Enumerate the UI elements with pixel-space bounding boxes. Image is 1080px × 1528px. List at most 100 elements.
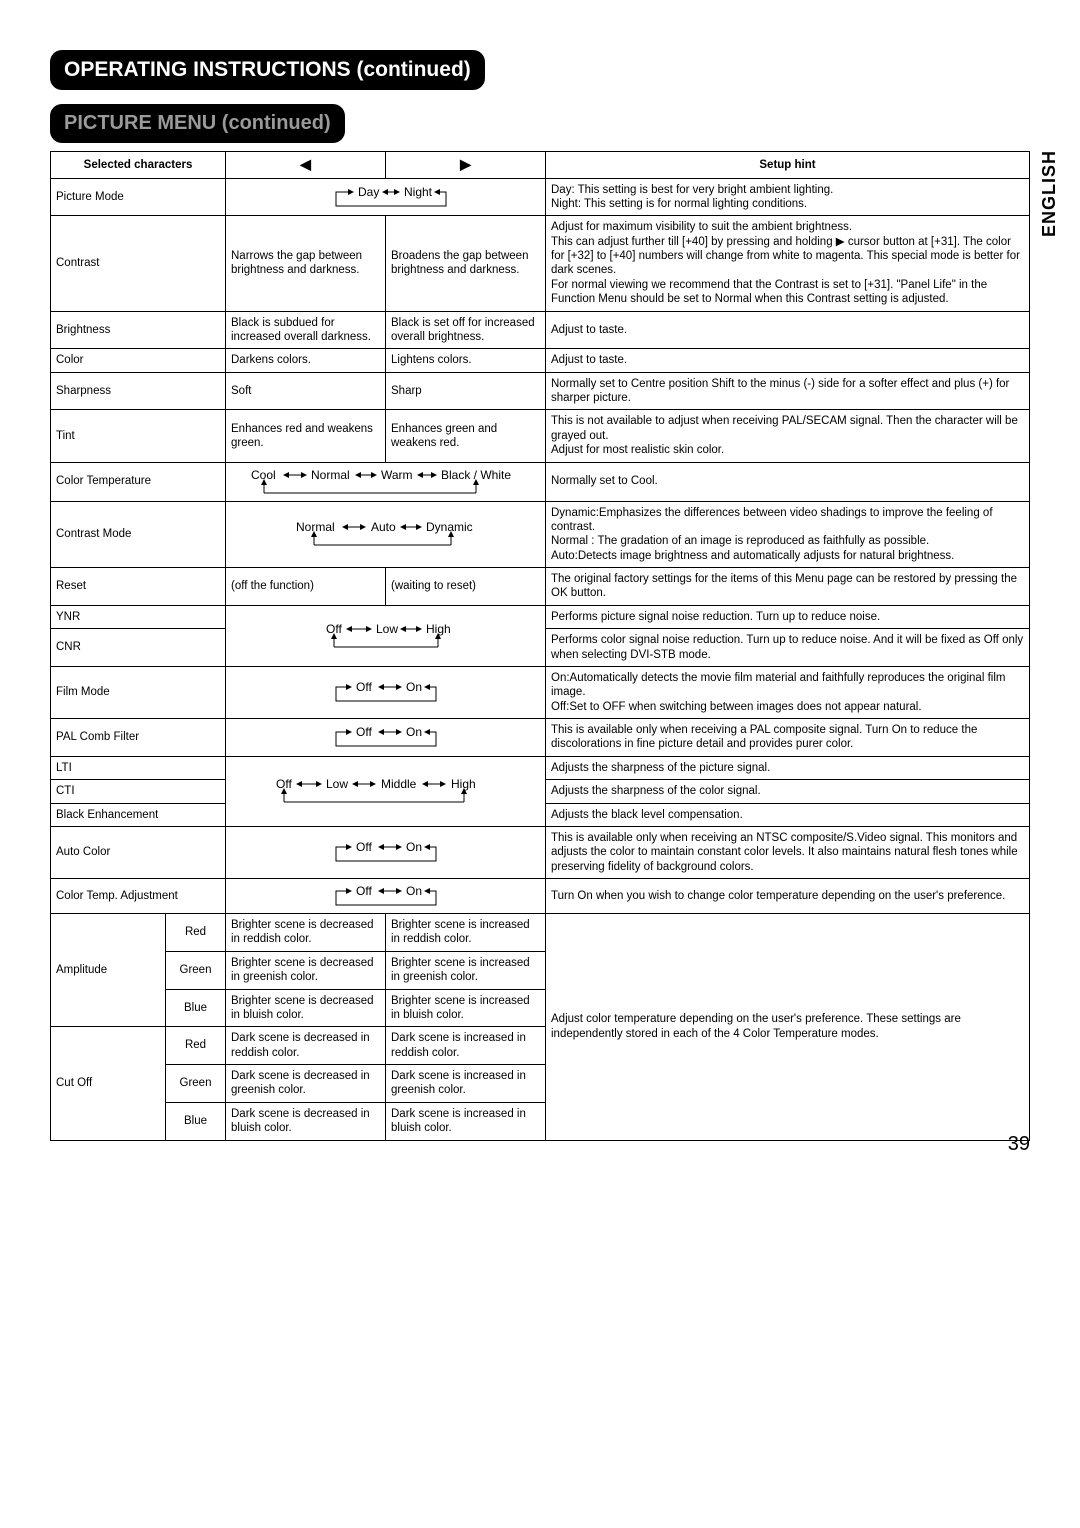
hint-brightness: Adjust to taste. [546,311,1030,349]
hint-film-mode: On:Automatically detects the movie film … [546,666,1030,718]
sharpness-right: Sharp [386,372,546,410]
hint-lti: Adjusts the sharpness of the picture sig… [546,756,1030,779]
label-lti: LTI [51,756,226,779]
hint-cti: Adjusts the sharpness of the color signa… [546,780,1030,803]
svg-text:Auto: Auto [371,520,396,534]
svg-text:High: High [451,777,476,791]
label-cut-red: Red [166,1027,226,1065]
hint-ynr: Performs picture signal noise reduction.… [546,605,1030,628]
amp-blue-left: Brighter scene is decreased in bluish co… [226,989,386,1027]
cut-blue-right: Dark scene is increased in bluish color. [386,1102,546,1140]
svg-text:Dynamic: Dynamic [426,520,473,534]
hint-auto-color: This is available only when receiving an… [546,826,1030,878]
label-tint: Tint [51,410,226,462]
svg-text:Low: Low [326,777,348,791]
amp-red-right: Brighter scene is increased in reddish c… [386,914,546,952]
svg-text:Night: Night [404,185,433,199]
amp-red-left: Brighter scene is decreased in reddish c… [226,914,386,952]
label-cut-blue: Blue [166,1102,226,1140]
cycle-ynr-cnr: Off Low High [226,605,546,666]
row-lti: LTI Off Low Middle High Adjusts the shar… [51,756,1030,779]
label-ctemp-adj: Color Temp. Adjustment [51,879,226,914]
cycle-lti-cti-be: Off Low Middle High [226,756,546,826]
hint-sharpness: Normally set to Centre position Shift to… [546,372,1030,410]
svg-text:Warm: Warm [381,468,413,482]
label-auto-color: Auto Color [51,826,226,878]
hint-color-temp: Normally set to Cool. [546,462,1030,501]
label-reset: Reset [51,568,226,606]
page-number: 39 [1008,1133,1030,1156]
label-cti: CTI [51,780,226,803]
row-amp-red: Amplitude Red Brighter scene is decrease… [51,914,1030,952]
label-amp-red: Red [166,914,226,952]
label-ynr: YNR [51,605,226,628]
row-ctemp-adj: Color Temp. Adjustment Off On Turn On wh… [51,879,1030,914]
svg-text:Middle: Middle [381,777,417,791]
label-color: Color [51,349,226,372]
label-cut-green: Green [166,1065,226,1103]
cut-blue-left: Dark scene is decreased in bluish color. [226,1102,386,1140]
row-color: Color Darkens colors. Lightens colors. A… [51,349,1030,372]
svg-text:On: On [406,884,422,898]
hint-picture-mode: Day: This setting is best for very brigh… [546,178,1030,216]
section-header-main: OPERATING INSTRUCTIONS (continued) [50,50,485,90]
row-contrast-mode: Contrast Mode Normal Auto Dynamic Dynami… [51,501,1030,568]
cut-red-right: Dark scene is increased in reddish color… [386,1027,546,1065]
cut-green-left: Dark scene is decreased in greenish colo… [226,1065,386,1103]
row-color-temp: Color Temperature Cool Normal Warm Black… [51,462,1030,501]
svg-text:Off: Off [356,725,372,739]
cycle-film-mode: Off On [226,666,546,718]
tint-left: Enhances red and weakens green. [226,410,386,462]
hint-contrast-mode: Dynamic:Emphasizes the differences betwe… [546,501,1030,568]
label-brightness: Brightness [51,311,226,349]
th-right-arrow: ▶ [386,152,546,179]
cycle-ctemp-adj: Off On [226,879,546,914]
language-label: ENGLISH [1039,150,1060,237]
amp-blue-right: Brighter scene is increased in bluish co… [386,989,546,1027]
cycle-color-temp: Cool Normal Warm Black / White [226,462,546,501]
svg-text:On: On [406,840,422,854]
row-contrast: Contrast Narrows the gap between brightn… [51,216,1030,311]
svg-text:Off: Off [326,622,342,636]
label-film-mode: Film Mode [51,666,226,718]
svg-text:Normal: Normal [311,468,350,482]
th-hint: Setup hint [546,152,1030,179]
brightness-right: Black is set off for increased overall b… [386,311,546,349]
hint-color: Adjust to taste. [546,349,1030,372]
row-film-mode: Film Mode Off On On:Automatically detect… [51,666,1030,718]
row-ynr: YNR Off Low High Performs picture signal… [51,605,1030,628]
row-sharpness: Sharpness Soft Sharp Normally set to Cen… [51,372,1030,410]
svg-text:Off: Off [356,680,372,694]
svg-text:On: On [406,680,422,694]
contrast-left: Narrows the gap between brightness and d… [226,216,386,311]
hint-contrast: Adjust for maximum visibility to suit th… [546,216,1030,311]
label-color-temp: Color Temperature [51,462,226,501]
svg-text:Low: Low [376,622,398,636]
svg-text:Black / White: Black / White [441,468,511,482]
reset-left: (off the function) [226,568,386,606]
cut-red-left: Dark scene is decreased in reddish color… [226,1027,386,1065]
label-amp-blue: Blue [166,989,226,1027]
cut-green-right: Dark scene is increased in greenish colo… [386,1065,546,1103]
sharpness-left: Soft [226,372,386,410]
label-sharpness: Sharpness [51,372,226,410]
row-picture-mode: Picture Mode Day Night Day: This setting… [51,178,1030,216]
label-cnr: CNR [51,629,226,667]
svg-text:Off: Off [356,884,372,898]
hint-black-enh: Adjusts the black level compensation. [546,803,1030,826]
color-right: Lightens colors. [386,349,546,372]
svg-text:Off: Off [276,777,292,791]
row-tint: Tint Enhances red and weakens green. Enh… [51,410,1030,462]
amp-green-left: Brighter scene is decreased in greenish … [226,951,386,989]
label-amplitude: Amplitude [51,914,166,1027]
label-contrast: Contrast [51,216,226,311]
svg-text:Cool: Cool [251,468,276,482]
label-pal-comb: PAL Comb Filter [51,719,226,757]
picture-menu-table: Selected characters ◀ ▶ Setup hint Pictu… [50,151,1030,1141]
cycle-contrast-mode: Normal Auto Dynamic [226,501,546,568]
svg-text:High: High [426,622,451,636]
row-pal-comb: PAL Comb Filter Off On This is available… [51,719,1030,757]
cycle-auto-color: Off On [226,826,546,878]
hint-tint: This is not available to adjust when rec… [546,410,1030,462]
tint-right: Enhances green and weakens red. [386,410,546,462]
